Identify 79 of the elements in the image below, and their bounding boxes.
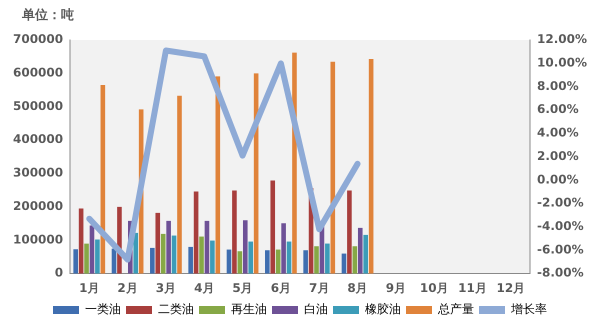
y2-tick-label: -8.00%	[537, 266, 584, 280]
bar	[270, 180, 276, 274]
y2-tick-label: 4.00%	[537, 126, 579, 140]
legend-label: 二类油	[158, 302, 194, 316]
x-tick-label: 10月	[420, 280, 449, 295]
bar	[95, 240, 100, 274]
bar	[265, 250, 270, 274]
bar	[314, 246, 319, 274]
bar	[242, 220, 248, 274]
bar	[347, 190, 352, 274]
bar	[303, 250, 308, 274]
bar	[352, 246, 358, 274]
bar	[363, 234, 368, 274]
x-tick-label: 4月	[194, 280, 214, 295]
bar	[358, 228, 363, 274]
y2-tick-label: -2.00%	[537, 196, 584, 210]
bar	[226, 250, 232, 274]
y-tick-label: 300000	[12, 166, 64, 180]
bar	[90, 226, 94, 274]
bar	[325, 244, 330, 274]
y2-tick-label: 8.00%	[537, 78, 579, 93]
bar	[210, 240, 215, 274]
y2-tick-label: 0.00%	[537, 172, 579, 186]
x-tick-label: 7月	[309, 280, 330, 295]
bar	[204, 220, 210, 274]
legend-label: 再生油	[231, 302, 267, 316]
bar	[248, 242, 254, 274]
bar	[194, 192, 198, 274]
x-tick-label: 11月	[458, 280, 487, 295]
bar	[232, 190, 237, 274]
y2-tick-label: -4.00%	[537, 219, 584, 234]
bar	[150, 248, 155, 274]
y2-tick-label: 10.00%	[537, 55, 588, 70]
bar	[84, 244, 89, 274]
bar	[330, 62, 336, 274]
x-tick-label: 12月	[496, 280, 526, 295]
bar	[100, 85, 106, 274]
bar	[199, 236, 204, 274]
bar	[155, 212, 160, 274]
bar	[172, 236, 176, 274]
x-tick-label: 1月	[79, 280, 100, 295]
bar	[160, 234, 166, 274]
bar	[78, 208, 84, 274]
bar	[238, 251, 242, 274]
y-tick-label: 600000	[12, 65, 64, 80]
bar	[133, 232, 138, 274]
y-axis-title: 单位：吨	[22, 7, 74, 24]
y2-tick-label: 2.00%	[537, 148, 579, 163]
legend-label: 一类油	[85, 302, 121, 316]
x-tick-label: 6月	[270, 280, 292, 295]
x-tick-label: 5月	[232, 280, 253, 295]
bar	[286, 242, 292, 274]
bar	[281, 223, 286, 274]
x-tick-label: 3月	[156, 280, 176, 295]
x-tick-label: 9月	[386, 280, 406, 295]
bar	[177, 96, 182, 274]
bar	[368, 59, 374, 274]
y2-tick-label: 6.00%	[537, 102, 579, 116]
bar	[73, 249, 78, 274]
legend-label: 总产量	[437, 302, 474, 316]
y-tick-label: 0	[54, 266, 64, 280]
bar	[254, 73, 258, 274]
bar	[342, 254, 346, 274]
bar	[112, 248, 116, 274]
y-tick-label: 700000	[12, 32, 64, 46]
y-tick-label: 200000	[12, 198, 64, 213]
y2-tick-label: 12.00%	[537, 32, 588, 46]
legend-label: 增长率	[510, 302, 547, 316]
y-tick-label: 500000	[12, 98, 64, 113]
y2-tick-label: -6.00%	[537, 242, 584, 256]
bar	[188, 246, 193, 274]
bar	[276, 250, 280, 274]
legend-label: 白油	[304, 302, 328, 316]
legend-label: 橡胶油	[365, 302, 401, 316]
x-tick-label: 2月	[117, 280, 138, 295]
y-tick-label: 100000	[12, 232, 64, 246]
x-tick-label: 8月	[347, 280, 368, 295]
bar	[166, 220, 171, 274]
y-tick-label: 400000	[12, 132, 64, 146]
